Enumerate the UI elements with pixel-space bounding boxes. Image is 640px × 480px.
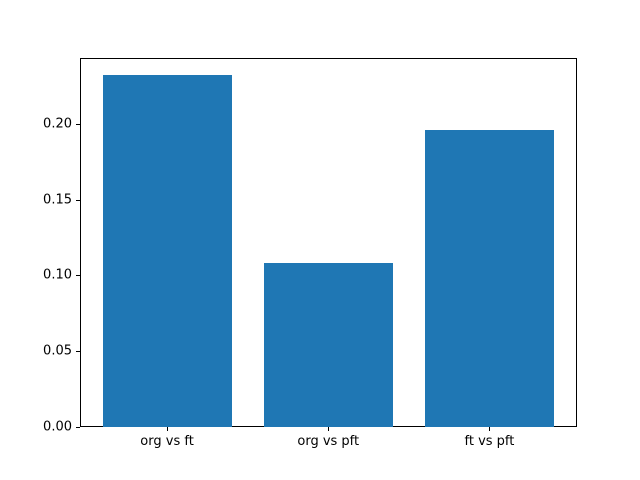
y-tick-mark — [76, 275, 80, 277]
y-tick-label: 0.05 — [43, 343, 72, 359]
bar — [102, 75, 232, 428]
bar — [263, 263, 393, 428]
x-tick-mark — [489, 427, 491, 432]
y-tick-label: 0.00 — [43, 419, 72, 435]
x-tick-label: ft vs pft — [464, 434, 515, 450]
x-tick-label: org vs ft — [140, 434, 194, 450]
y-tick-label: 0.20 — [43, 116, 72, 132]
y-tick-label: 0.15 — [43, 192, 72, 208]
y-tick-mark — [76, 427, 80, 429]
x-tick-mark — [328, 427, 330, 432]
y-tick-mark — [76, 351, 80, 353]
bar — [424, 129, 554, 428]
x-tick-label: org vs pft — [297, 434, 360, 450]
y-tick-label: 0.10 — [43, 267, 72, 283]
x-tick-mark — [167, 427, 169, 432]
y-tick-mark — [76, 123, 80, 125]
y-tick-mark — [76, 199, 80, 201]
